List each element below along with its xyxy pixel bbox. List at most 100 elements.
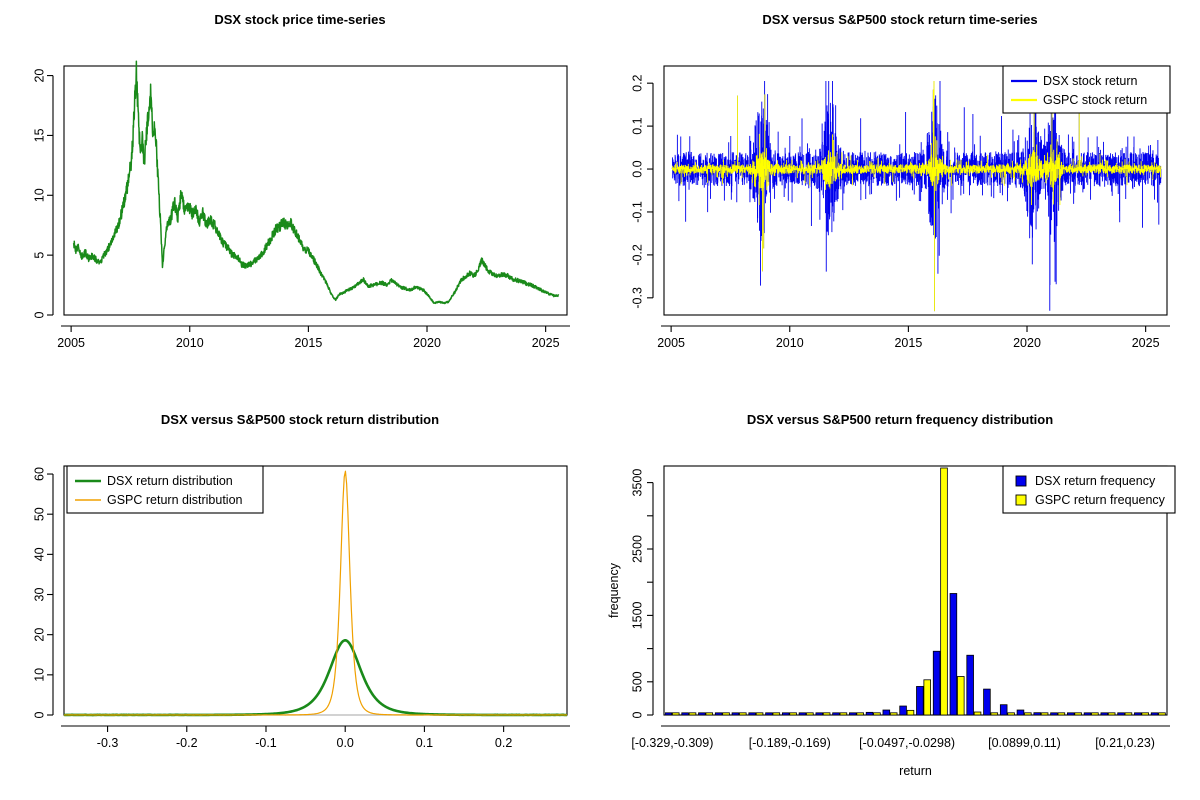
- x-tick-label: 2015: [894, 336, 922, 350]
- panel-returns-timeseries: DSX versus S&P500 stock return time-seri…: [600, 0, 1200, 400]
- legend-label: DSX return distribution: [107, 474, 233, 488]
- y-tick-label: 0: [32, 711, 46, 718]
- price-plot-box: [63, 65, 568, 316]
- histogram-bar: [916, 686, 924, 715]
- histogram-bar: [1016, 709, 1025, 715]
- legend-label: DSX return frequency: [1035, 474, 1156, 488]
- histogram-bar: [1117, 712, 1125, 715]
- histogram-bar: [806, 712, 814, 715]
- legend-swatch: [1015, 475, 1027, 487]
- x-tick-label: 2015: [294, 336, 322, 350]
- y-tick-label: 0: [32, 311, 46, 318]
- histogram-bar: [839, 712, 848, 715]
- legend-box: [1002, 465, 1176, 514]
- y-tick-label: 20: [32, 628, 46, 642]
- x-tick-label: 2020: [1013, 336, 1041, 350]
- y-tick-label: 30: [32, 588, 46, 602]
- x-tick-label: -0.1: [255, 736, 277, 750]
- histogram-bar: [731, 712, 740, 715]
- histogram-bar: [1091, 712, 1099, 715]
- histogram-bar: [1107, 712, 1116, 715]
- histogram-bar: [966, 654, 974, 715]
- histogram-bar: [665, 712, 673, 715]
- chart-returns-timeseries: 2005 2010 2015 2020 2025 -0.3 -0.2 -0.1 0.0 0.1 0.…: [630, 65, 1171, 350]
- y-tick-label: -0.2: [630, 244, 644, 266]
- histogram-bar: [1033, 712, 1041, 715]
- x-axis-title: return: [899, 764, 932, 778]
- histogram-bar: [1007, 712, 1015, 715]
- histogram-bar: [873, 712, 881, 715]
- histogram-bar: [1100, 712, 1109, 715]
- price-line-dsx: [72, 60, 560, 305]
- histogram-bar: [983, 688, 991, 715]
- panel-return-histogram: DSX versus S&P500 return frequency distr…: [600, 400, 1200, 800]
- legend-label: GSPC stock return: [1043, 93, 1147, 107]
- histogram-bar: [681, 712, 689, 715]
- returns-series-gspc: [671, 81, 1162, 312]
- legend-label: DSX stock return: [1043, 74, 1138, 88]
- histogram-bar: [849, 712, 857, 715]
- y-tick-label: 500: [630, 671, 644, 692]
- legend-swatch: [1015, 494, 1027, 506]
- histogram-bar: [1050, 712, 1058, 715]
- histogram-bar: [1074, 712, 1082, 715]
- histogram-bar: [815, 712, 824, 715]
- density-y-axis: 0 10 20 30 40 50 60: [32, 467, 54, 718]
- y-axis-title: frequency: [607, 562, 621, 618]
- density-curve-gspc: [63, 470, 568, 716]
- y-tick-label: 40: [32, 547, 46, 561]
- histogram-bar: [1134, 712, 1142, 715]
- histogram-bar: [932, 650, 941, 715]
- y-tick-label: 10: [32, 668, 46, 682]
- legend-label: GSPC return frequency: [1035, 493, 1166, 507]
- panel-title-returns: DSX versus S&P500 stock return time-seri…: [762, 12, 1038, 27]
- histogram-bar: [999, 704, 1008, 715]
- histogram-bar: [755, 712, 764, 715]
- histogram-bar: [1150, 712, 1159, 715]
- chart-dsx-price: 2005 2010 2015 2020 2025 0 5 10 15 20: [32, 60, 570, 350]
- y-tick-label: 5: [32, 252, 46, 259]
- panel-title-histogram: DSX versus S&P500 return frequency distr…: [746, 412, 1054, 427]
- y-tick-label: 1500: [630, 601, 644, 629]
- returns-x-axis: 2005 2010 2015 2020 2025: [657, 325, 1170, 350]
- y-tick-label: -0.3: [630, 287, 644, 309]
- histogram-bar: [798, 712, 807, 715]
- x-tick-label: 2025: [532, 336, 560, 350]
- x-tick-label: 2010: [176, 336, 204, 350]
- y-tick-label: -0.1: [630, 201, 644, 223]
- legend-label: GSPC return distribution: [107, 493, 243, 507]
- density-legend: DSX return distribution GSPC return distr…: [66, 465, 264, 514]
- chart-return-density: -0.3 -0.2 -0.1 0.0 0.1 0.2 0 10 20 30 40 50 60 DSX re…: [32, 465, 570, 750]
- x-tick-label: 2005: [657, 336, 685, 350]
- histogram-bar: [714, 712, 723, 715]
- y-tick-label: 20: [32, 69, 46, 83]
- histogram-bar: [789, 712, 797, 715]
- histogram-bar: [973, 711, 982, 715]
- histogram-bar: [765, 712, 773, 715]
- price-x-axis: 2005 2010 2015 2020 2025: [57, 325, 570, 350]
- x-tick-label: 2005: [57, 336, 85, 350]
- histogram-bar: [688, 712, 697, 715]
- histogram-bar: [882, 709, 891, 715]
- chart-return-histogram: 0 500 1500 2500 3500 frequency [-0.329,-0.309)…: [607, 465, 1176, 778]
- histogram-bar: [1067, 712, 1075, 715]
- y-tick-label: 0: [630, 711, 644, 718]
- panel-return-density: DSX versus S&P500 stock return distribut…: [0, 400, 600, 800]
- histogram-bar: [1124, 712, 1133, 715]
- histogram-bar: [781, 712, 790, 715]
- legend-box: [1002, 65, 1171, 114]
- panel-title-price: DSX stock price time-series: [214, 12, 386, 27]
- histogram-bar: [1083, 712, 1092, 715]
- y-tick-label: 60: [32, 467, 46, 481]
- y-tick-label: 0.1: [630, 117, 644, 134]
- histogram-bar: [822, 712, 831, 715]
- histogram-plot-box: [663, 465, 1168, 716]
- y-tick-label: 50: [32, 507, 46, 521]
- returns-series-dsx: [671, 81, 1162, 312]
- histogram-bar: [865, 711, 874, 715]
- x-tick-label: [-0.329,-0.309): [631, 736, 713, 750]
- histogram-bars: [665, 467, 1166, 715]
- y-tick-label: 15: [32, 128, 46, 142]
- histogram-bar: [1024, 712, 1032, 715]
